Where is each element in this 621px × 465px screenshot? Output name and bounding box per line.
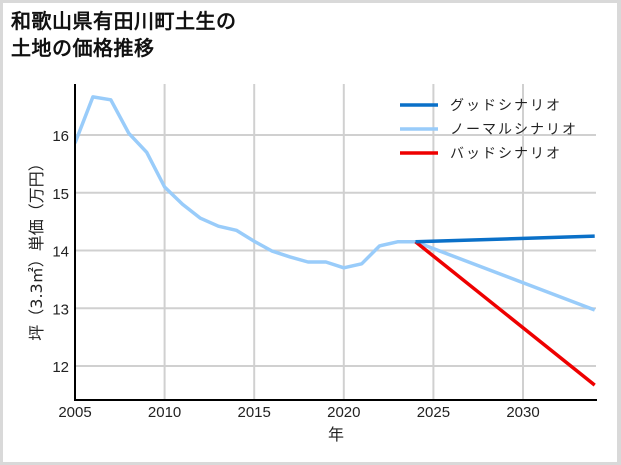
x-tick-label: 2010 — [148, 404, 181, 421]
chart-frame — [3, 3, 617, 462]
y-tick-label: 15 — [52, 186, 69, 203]
x-tick-label: 2020 — [327, 404, 360, 421]
x-tick-label: 2025 — [417, 404, 450, 421]
x-tick-label: 2030 — [506, 404, 539, 421]
y-tick-label: 14 — [52, 244, 69, 261]
series-lines — [75, 95, 596, 387]
series-line-1 — [75, 95, 596, 312]
y-tick-label: 16 — [52, 128, 69, 145]
y-tick-labels: 16 15 14 13 12 — [52, 128, 69, 376]
legend-label: バッドシナリオ — [450, 146, 562, 162]
y-tick-label: 13 — [52, 301, 69, 318]
chart-title-line2: 土地の価格推移 — [11, 36, 155, 60]
chart-title-line1: 和歌山県有田川町土生の — [11, 9, 237, 33]
x-axis-label: 年 — [328, 425, 344, 444]
series-line-0 — [415, 234, 595, 244]
legend-label: グッドシナリオ — [450, 98, 562, 114]
x-tick-labels: 2005 2010 2015 2020 2025 2030 — [58, 404, 539, 421]
chart-title: 和歌山県有田川町土生の 土地の価格推移 — [11, 8, 237, 62]
x-tick-label: 2015 — [238, 404, 271, 421]
series-line-2 — [414, 240, 596, 387]
axes — [74, 84, 597, 401]
legend-label: ノーマルシナリオ — [450, 122, 578, 138]
y-tick-label: 12 — [52, 359, 69, 376]
y-axis-label: 坪（3.3㎡）単価（万円） — [27, 155, 46, 340]
x-tick-label: 2005 — [58, 404, 91, 421]
